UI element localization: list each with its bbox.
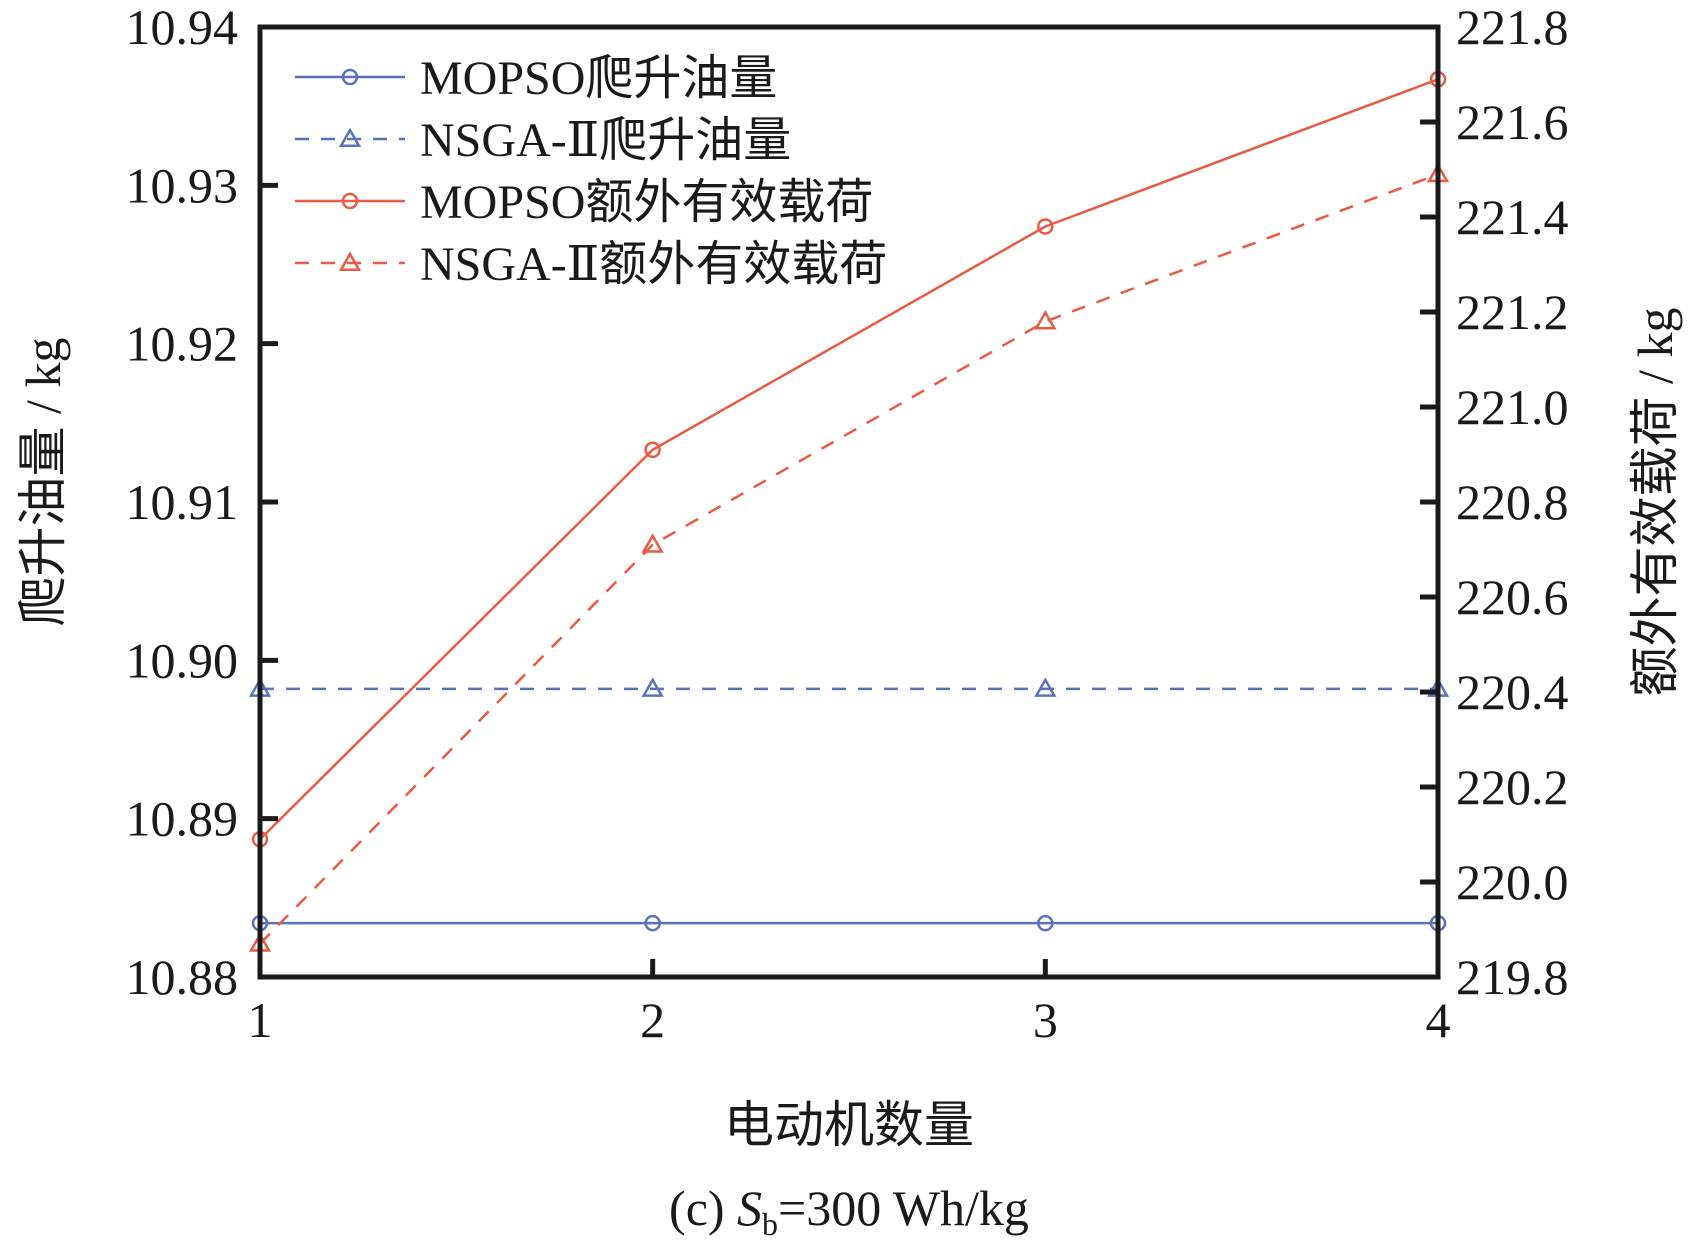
left-tick-label: 10.94: [126, 0, 239, 55]
legend-item: NSGA-Ⅱ额外有效载荷: [295, 238, 887, 291]
right-axis-title: 额外有效载荷 / kg: [1627, 308, 1683, 697]
right-tick-label: 220.6: [1456, 569, 1569, 625]
caption-suffix: =300 Wh/kg: [778, 1180, 1029, 1236]
left-tick-label: 10.92: [126, 316, 239, 372]
series-line: [259, 173, 1439, 945]
legend-marker: [341, 192, 359, 210]
caption-prefix: (c): [669, 1180, 737, 1236]
legend-marker: [341, 68, 359, 86]
plot-frame: [257, 24, 1441, 980]
left-tick-label: 10.89: [126, 791, 239, 847]
legend-label: NSGA-Ⅱ爬升油量: [420, 114, 791, 167]
caption-symbol: S: [737, 1180, 762, 1236]
right-tick-label: 220.4: [1456, 664, 1569, 720]
data-point: [1034, 309, 1057, 330]
legend-item: NSGA-Ⅱ爬升油量: [295, 114, 791, 167]
figure-caption: (c) Sb=300 Wh/kg: [669, 1180, 1029, 1242]
legend-item: MOPSO爬升油量: [295, 52, 777, 105]
right-tick-label: 220.2: [1456, 759, 1569, 815]
data-point: [1034, 677, 1057, 697]
right-tick-label: 221.6: [1456, 94, 1569, 150]
legend-marker: [338, 251, 362, 271]
right-tick-label: 219.8: [1456, 949, 1569, 1005]
left-tick-label: 10.88: [126, 949, 239, 1005]
data-point: [1037, 218, 1054, 235]
right-tick-label: 221.4: [1456, 189, 1569, 245]
caption-subscript: b: [762, 1206, 778, 1242]
legend-marker: [338, 127, 362, 147]
left-tick-label: 10.93: [126, 157, 239, 213]
x-tick-label: 1: [248, 992, 273, 1048]
right-tick-label: 221.8: [1456, 0, 1569, 55]
right-tick-label: 221.2: [1456, 284, 1569, 340]
data-point: [644, 441, 661, 458]
series-1: [248, 677, 1450, 697]
data-point: [641, 677, 664, 697]
x-tick-label: 3: [1033, 992, 1058, 1048]
legend-label: MOPSO爬升油量: [420, 52, 777, 105]
x-tick-label: 4: [1426, 992, 1451, 1048]
legend: MOPSO爬升油量 NSGA-Ⅱ爬升油量 MOPSO额外有效载荷 NSGA-Ⅱ额外有效…: [295, 52, 887, 291]
left-axis: 10.88 10.89 10.90 10.91 10.92 10.93 10.94: [126, 0, 278, 1005]
x-axis-title: 电动机数量: [724, 1097, 974, 1153]
data-point: [641, 533, 664, 553]
data-point: [1037, 914, 1054, 932]
data-point: [644, 914, 661, 932]
series-line: [259, 78, 1439, 841]
x-axis: 1 2 3 4: [248, 959, 1451, 1048]
x-tick-label: 2: [640, 992, 665, 1048]
left-tick-label: 10.90: [126, 632, 239, 688]
series-0: [251, 914, 1447, 932]
right-tick-label: 220.0: [1456, 854, 1569, 910]
right-axis: 219.8 220.0 220.2 220.4 220.6 220.8 221.0 221.2…: [1420, 0, 1569, 1005]
legend-label: MOPSO额外有效载荷: [420, 176, 873, 229]
right-tick-label: 221.0: [1456, 379, 1569, 435]
left-tick-label: 10.91: [126, 474, 239, 530]
legend-item: MOPSO额外有效载荷: [295, 176, 873, 229]
right-tick-label: 220.8: [1456, 474, 1569, 530]
legend-label: NSGA-Ⅱ额外有效载荷: [420, 238, 887, 291]
left-axis-title: 爬升油量 / kg: [15, 338, 71, 627]
